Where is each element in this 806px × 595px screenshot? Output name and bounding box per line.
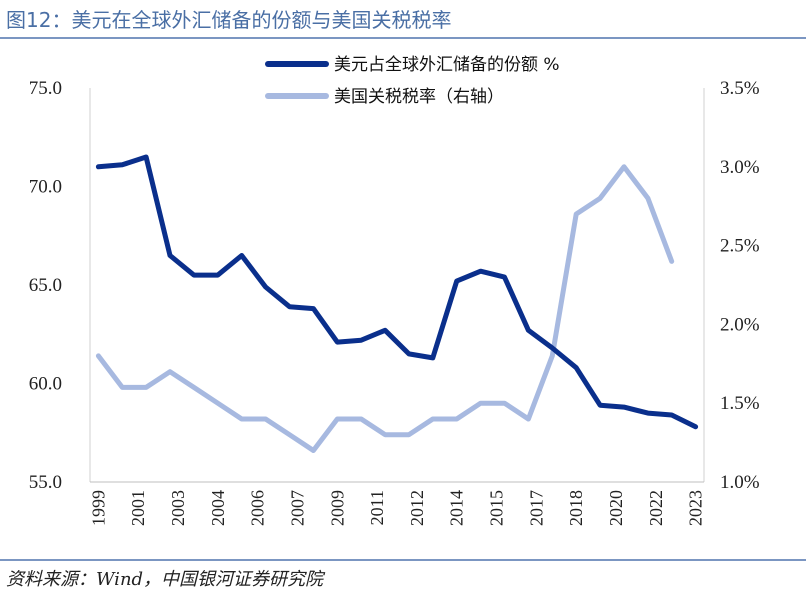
x-tick-label: 2009 [327,490,347,526]
x-tick-label: 2018 [566,490,586,526]
x-tick-label: 2022 [646,490,666,526]
left-tick-label: 75.0 [29,78,62,99]
x-tick-label: 2020 [606,490,626,526]
x-tick-label: 2012 [407,490,427,526]
right-tick-label: 1.0% [720,472,760,493]
x-tick-label: 2004 [208,490,228,526]
right-tick-label: 2.0% [720,314,760,335]
legend: 美元占全球外汇储备的份额 % 美国关税税率（右轴） [265,55,560,107]
x-tick-label: 2017 [526,490,546,526]
source-divider [0,559,806,561]
legend-label: 美国关税税率（右轴） [334,87,504,107]
chart-title: 图12：美元在全球外汇储备的份额与美国关税税率 [6,8,452,32]
source-note: 资料来源：Wind，中国银河证券研究院 [6,569,324,590]
right-axis-ticks: 1.0% 1.5% 2.0% 2.5% 3.0% 3.5% [720,78,760,493]
usd-share-line [95,154,699,430]
left-tick-label: 60.0 [29,374,62,395]
plot-frame [89,88,705,483]
x-tick-label: 2015 [487,490,507,526]
legend-label: 美元占全球外汇储备的份额 % [334,55,560,75]
left-tick-label: 70.0 [29,177,62,198]
tariff-rate-line [95,164,675,453]
x-tick-label: 2003 [168,490,188,526]
x-tick-label: 2011 [367,490,387,525]
chart: 55.0 60.0 65.0 70.0 75.0 1.0% 1.5% 2.0% 2.5% 3.0… [29,55,760,526]
x-tick-label: 2007 [287,490,307,526]
x-tick-label: 2006 [248,490,268,526]
x-tick-label: 2001 [128,490,148,526]
x-tick-label: 2014 [447,490,467,526]
x-axis-ticks: 1999 2001 2003 2004 2006 2007 2009 2011 2012 2014… [88,490,705,526]
left-axis-ticks: 55.0 60.0 65.0 70.0 75.0 [29,78,62,493]
left-tick-label: 55.0 [29,472,62,493]
right-tick-label: 1.5% [720,393,760,414]
right-tick-label: 2.5% [720,236,760,257]
right-tick-label: 3.5% [720,78,760,99]
title-divider [0,37,806,39]
right-tick-label: 3.0% [720,157,760,178]
left-tick-label: 65.0 [29,275,62,296]
series-layer [95,154,699,453]
x-tick-label: 1999 [88,490,108,526]
x-tick-label: 2023 [686,490,706,526]
